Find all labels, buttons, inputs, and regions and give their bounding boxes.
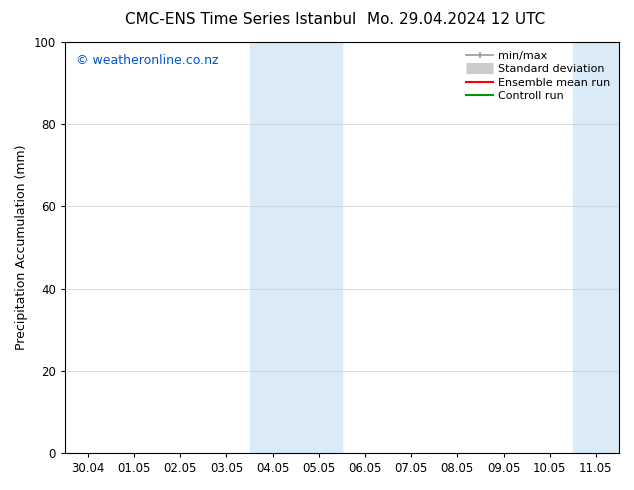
Text: Mo. 29.04.2024 12 UTC: Mo. 29.04.2024 12 UTC bbox=[367, 12, 546, 27]
Y-axis label: Precipitation Accumulation (mm): Precipitation Accumulation (mm) bbox=[15, 145, 28, 350]
Legend: min/max, Standard deviation, Ensemble mean run, Controll run: min/max, Standard deviation, Ensemble me… bbox=[462, 48, 614, 104]
Text: © weatheronline.co.nz: © weatheronline.co.nz bbox=[76, 54, 219, 68]
Text: CMC-ENS Time Series Istanbul: CMC-ENS Time Series Istanbul bbox=[126, 12, 356, 27]
Bar bbox=[573, 42, 619, 453]
Bar bbox=[250, 42, 342, 453]
